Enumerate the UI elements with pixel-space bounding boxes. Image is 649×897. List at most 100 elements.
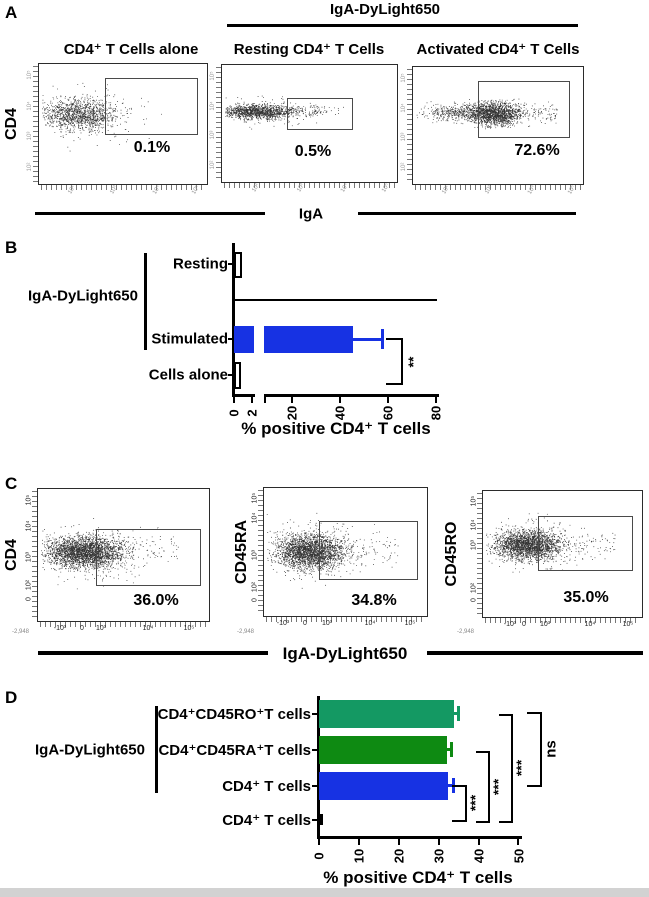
category-label-cd45ro: CD4⁺CD45RO⁺T cells <box>157 706 311 723</box>
x-axis-segment-2 <box>264 394 439 397</box>
gate-rectangle <box>287 98 353 130</box>
y-tick-label: 10⁵ <box>470 495 478 507</box>
significance-label-ns: ns <box>542 740 560 758</box>
y-tick-label: 10³ <box>251 549 259 561</box>
x-tick-label: -10³ <box>503 621 517 628</box>
panel-c-x-axis-label: IgA-DyLight650 <box>282 644 408 663</box>
dot-cloud <box>266 512 399 589</box>
x-axis-tick <box>318 839 320 845</box>
dot-cloud <box>41 518 179 590</box>
x-minor-ticks <box>40 622 207 627</box>
x-axis-tick <box>291 397 293 403</box>
y-tick-label: 0 <box>251 598 259 602</box>
x-axis-tick <box>438 839 440 845</box>
y-tick-label: 10⁵ <box>27 70 33 80</box>
category-tick <box>312 785 318 787</box>
error-bar-line <box>345 338 383 341</box>
panel-b-group-label: IgA-DyLight650 <box>27 287 138 305</box>
axis-corner-artifact: -2,948 <box>237 629 255 635</box>
y-tick-label: 10⁴ <box>251 512 259 524</box>
category-tick <box>228 263 233 265</box>
x-tick-label: 0 <box>80 625 84 632</box>
bar-cd4 <box>319 772 448 800</box>
group-bracket-line <box>155 706 158 793</box>
gate-rectangle <box>319 521 418 580</box>
y-minor-ticks <box>258 490 263 614</box>
y-minor-ticks <box>407 69 412 182</box>
x-axis-tick <box>358 839 360 845</box>
y-axis-line <box>232 243 235 396</box>
panel-a-label: A <box>5 3 18 22</box>
bar-cd4-alone <box>319 814 323 825</box>
subplot-divider-line <box>234 299 437 301</box>
x-axis-tick <box>478 839 480 845</box>
x-axis-tick <box>517 839 519 845</box>
panel-c3-y-axis-label: CD45RO <box>443 521 460 587</box>
bar-stimulated-segment-2 <box>264 326 353 353</box>
x-tick-label: 10⁴ <box>142 625 154 632</box>
category-tick <box>228 374 233 376</box>
gate-percent: 0.5% <box>294 143 332 160</box>
x-tick-label: 10⁵ <box>404 620 416 627</box>
x-tick-label: 0 <box>303 620 307 627</box>
x-tick-label: 10⁵ <box>183 625 195 632</box>
category-tick <box>312 713 318 715</box>
x-tick-label: 80 <box>428 405 444 421</box>
bar-stimulated-segment-1 <box>234 326 254 353</box>
gate-rectangle <box>96 529 201 586</box>
panel-d-label: D <box>5 688 18 707</box>
bottom-gray-strip <box>0 888 649 897</box>
flow-plot-activated: 72.6% <box>407 66 584 190</box>
bar-cd45ro <box>319 700 454 728</box>
x-tick-label: 40 <box>471 848 487 864</box>
gate-rectangle <box>478 81 570 138</box>
x-tick-label: 30 <box>431 848 447 864</box>
error-bar-cap <box>457 706 460 721</box>
y-minor-ticks <box>477 493 482 615</box>
error-bar-line <box>434 748 452 751</box>
panel-a-header-underline <box>227 24 578 27</box>
y-tick-label: 10³ <box>210 130 216 140</box>
bar-resting <box>234 252 242 278</box>
flow-plot-cd45ra: 34.8% <box>258 487 428 622</box>
x-tick-label: 10³ <box>539 621 551 628</box>
y-tick-label: 10⁵ <box>210 71 216 81</box>
x-axis-tick <box>435 397 437 403</box>
group-bracket-line <box>144 253 147 350</box>
x-minor-ticks <box>485 618 640 623</box>
axis-corner-artifact: -2,948 <box>457 629 475 635</box>
x-tick-label: 0 <box>311 852 327 860</box>
y-tick-label: 10² <box>401 162 407 172</box>
category-label-cells-alone: Cells alone <box>148 366 228 384</box>
category-label-stimulated: Stimulated <box>151 330 228 348</box>
y-tick-label: 10⁵ <box>251 492 259 504</box>
x-minor-ticks <box>41 185 205 190</box>
y-axis-line <box>317 696 320 839</box>
category-label-cd45ra: CD4⁺CD45RA⁺T cells <box>158 742 311 759</box>
y-tick-label: 10³ <box>401 132 407 142</box>
x-tick-label: 10³ <box>321 620 333 627</box>
y-tick-label: 10⁵ <box>401 73 407 83</box>
y-minor-ticks <box>32 491 37 619</box>
y-tick-label: 10⁴ <box>401 103 407 113</box>
plot-title: Resting CD4⁺ T Cells <box>233 41 385 58</box>
category-tick <box>312 819 318 821</box>
x-axis-tick <box>251 397 253 403</box>
significance-bracket <box>386 338 403 385</box>
y-tick-label: 10³ <box>470 539 478 551</box>
x-axis-tick <box>233 397 235 403</box>
panel-a-x-axis-label: IgA <box>298 205 324 223</box>
flow-plot-cd4: 36.0% <box>32 488 210 627</box>
error-bar-cap <box>450 742 453 757</box>
bar-cells-alone <box>234 362 241 389</box>
category-label-resting: Resting <box>172 255 228 273</box>
y-tick-label: 10² <box>251 581 259 593</box>
panel-a-header: IgA-DyLight650 <box>329 1 441 18</box>
gate-rectangle <box>538 516 633 571</box>
x-minor-ticks <box>224 183 395 188</box>
x-axis-tick <box>339 397 341 403</box>
flow-plot-cd45ro: 35.0% <box>477 490 643 623</box>
dot-cloud <box>42 82 162 152</box>
plot-title: Activated CD4⁺ T Cells <box>416 41 580 58</box>
